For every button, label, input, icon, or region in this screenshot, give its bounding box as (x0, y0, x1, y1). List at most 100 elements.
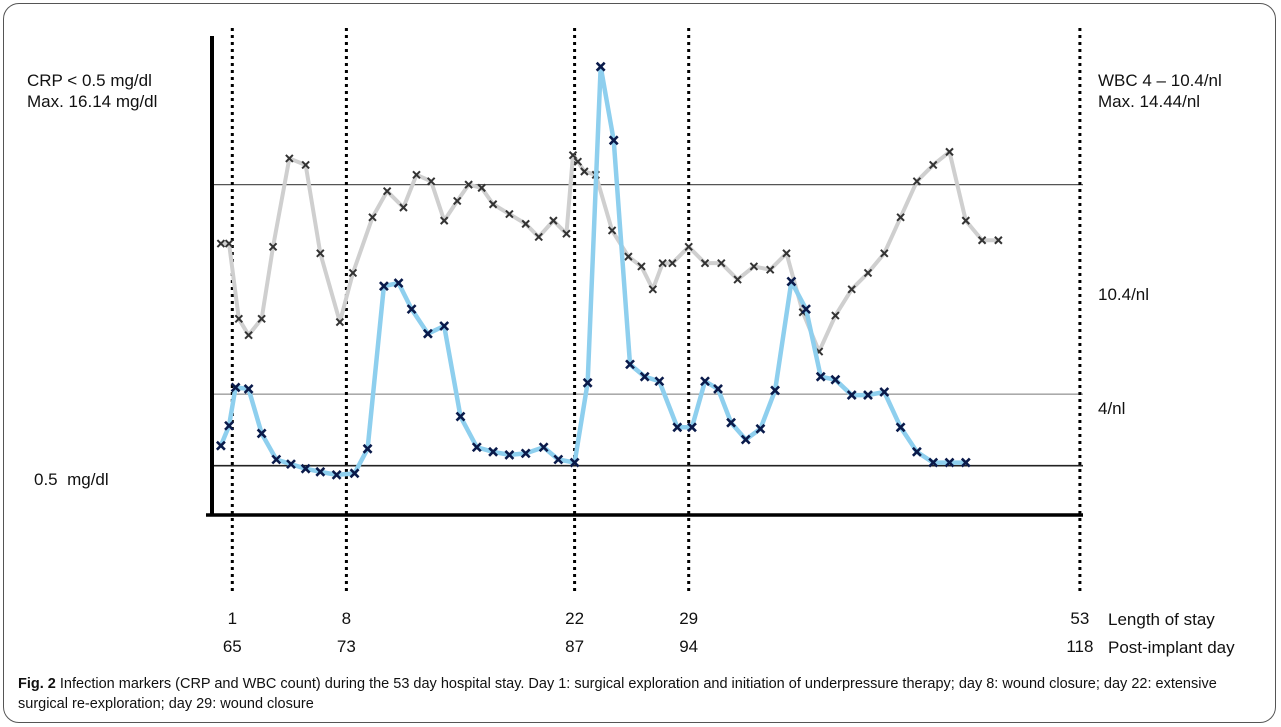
crp-data-point (230, 382, 241, 393)
wbc-data-point (521, 219, 530, 229)
wbc-data-point (268, 242, 278, 252)
wbc-data-point (765, 265, 775, 274)
wbc-lower-label: 4/nl (1098, 399, 1126, 418)
wbc-data-point (782, 249, 791, 258)
wbc-data-point (257, 314, 266, 324)
crp-data-point (271, 454, 282, 465)
crp-data-point (830, 374, 841, 385)
wbc-data-point (624, 252, 633, 261)
crp-data-point (378, 281, 389, 292)
crp-data-point (786, 276, 797, 287)
tick-stay-1: 1 (227, 609, 238, 628)
wbc-data-point (749, 262, 759, 271)
wbc-upper-label: 10.4/nl (1098, 285, 1150, 304)
crp-data-point (538, 442, 549, 453)
wbc-data-point (684, 242, 693, 252)
crp-data-point (406, 304, 417, 315)
wbc-data-point (658, 258, 667, 268)
wbc-data-point (549, 216, 558, 225)
crp-data-point (863, 390, 873, 400)
crp-data-point (300, 463, 311, 474)
crp-data-point (455, 411, 466, 422)
wbc-data-point (453, 196, 462, 206)
wbc-data-point (382, 186, 392, 196)
crp-data-point (393, 278, 404, 288)
crp-series-line (218, 64, 969, 478)
crp-data-point (687, 422, 697, 433)
wbc-data-point (439, 216, 449, 225)
wbc-data-point (505, 209, 514, 219)
crp-data-point (815, 371, 826, 382)
crp-data-point (726, 417, 736, 428)
wbc-data-point (464, 180, 473, 189)
wbc-data-point (945, 147, 954, 157)
wbc-data-point (244, 330, 253, 340)
wbc-data-point (733, 275, 742, 284)
wbc-data-point (368, 213, 377, 222)
wbc-data-point (301, 160, 310, 170)
length-of-stay-label: Length of stay (1108, 610, 1215, 629)
wbc-data-point (700, 258, 710, 268)
crp-data-point (879, 387, 890, 397)
crp-data-point (504, 449, 515, 460)
caption-text: Infection markers (CRP and WBC count) du… (18, 676, 1217, 713)
wbc-data-point (335, 317, 345, 327)
crp-data-point (362, 443, 373, 454)
wbc-data-point (668, 258, 677, 268)
wbc-data-point (847, 285, 856, 294)
figure-caption: Fig. 2 Infection markers (CRP and WBC co… (18, 674, 1263, 715)
crp-data-point (960, 457, 971, 468)
crp-data-point (801, 304, 811, 315)
wbc-data-point (488, 200, 498, 209)
wbc-data-point (285, 154, 294, 163)
wbc-max-label: Max. 14.44/nl (1098, 92, 1201, 112)
crp-data-point (595, 61, 606, 72)
crp-data-point (672, 422, 683, 433)
wbc-data-point (348, 268, 358, 278)
tick-stay-22: 22 (565, 609, 585, 628)
wbc-data-point (224, 239, 234, 248)
wbc-data-point (562, 229, 571, 238)
crp-data-point (471, 442, 482, 453)
wbc-data-point (928, 160, 938, 170)
wbc-data-point (316, 249, 325, 258)
tick-stay-29: 29 (679, 609, 699, 628)
crp-data-point (349, 468, 360, 479)
crp-data-point (215, 440, 226, 451)
tick-stay-8: 8 (341, 609, 352, 628)
wbc-data-point (896, 213, 905, 222)
crp-data-point (700, 376, 710, 387)
figure-frame (3, 3, 1276, 723)
crp-data-point (286, 459, 296, 470)
wbc-series-line (218, 149, 1001, 354)
post-implant-label: Post-implant day (1108, 638, 1235, 657)
crp-data-point (439, 321, 450, 331)
wbc-range-label: WBC 4 – 10.4/nl (1098, 71, 1222, 90)
crp-reference-text: CRP < 0.5 mg/dl Max. 16.14 mg/dl (27, 70, 157, 113)
crp-data-point (608, 135, 619, 146)
wbc-data-point (994, 236, 1003, 245)
crp-data-point (911, 446, 922, 457)
wbc-data-point (648, 285, 658, 294)
crp-data-point (256, 428, 267, 439)
wbc-data-point (863, 268, 873, 278)
wbc-data-point (961, 216, 971, 225)
tick-implant-118: 118 (1066, 637, 1094, 656)
crp-data-point (944, 457, 955, 468)
crp-threshold-label: 0.5 mg/dl (34, 470, 109, 489)
wbc-data-point (717, 258, 726, 268)
crp-data-point (740, 434, 751, 445)
crp-data-point (315, 466, 326, 477)
wbc-data-point (426, 177, 436, 186)
wbc-data-point (607, 226, 617, 235)
crp-data-point (422, 328, 433, 339)
wbc-data-point (412, 170, 421, 179)
crp-data-point (770, 385, 781, 396)
wbc-data-point (637, 262, 646, 271)
tick-implant-87: 87 (565, 637, 585, 656)
wbc-data-point (912, 177, 922, 186)
crp-range-label: CRP < 0.5 mg/dl (27, 71, 152, 90)
wbc-data-point (399, 203, 408, 212)
crp-data-point (243, 384, 254, 394)
